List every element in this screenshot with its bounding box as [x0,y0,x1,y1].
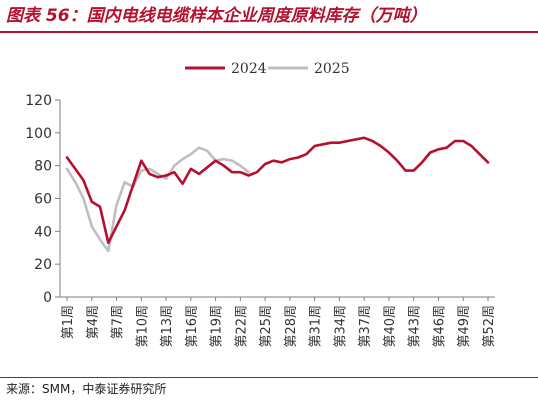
x-tick-label: 第52周 [482,305,497,348]
x-tick-label: 第1周 [61,305,76,339]
x-tick-label: 第13周 [160,305,175,348]
y-tick-label: 120 [25,93,52,109]
source-divider [0,377,538,378]
x-tick-label: 第28周 [284,305,299,348]
x-tick-label: 第34周 [333,305,348,348]
y-tick-label: 20 [34,257,52,273]
legend-label-2025: 2025 [314,61,350,77]
x-tick-label: 第22周 [234,305,249,348]
x-tick-label: 第40周 [383,305,398,348]
x-tick-label: 第49周 [457,305,472,348]
line-chart: 0 20 40 60 80 100 120 第1周 第4周 第7周 第10周 第13周 第16周 第19周… [25,61,497,348]
y-tick-label: 40 [34,224,52,240]
x-tick-label: 第4周 [86,305,101,339]
y-tick-label: 80 [34,159,52,175]
x-tick-label: 第46周 [432,305,447,348]
x-tick-label: 第19周 [210,305,225,348]
chart-title: 图表 56：国内电线电缆样本企业周度原料库存（万吨） [6,6,427,26]
legend-label-2024: 2024 [231,61,267,77]
series-line-2025 [65,146,250,253]
x-tick-label: 第37周 [358,305,373,348]
x-tick-label: 第25周 [259,305,274,348]
x-tick-label: 第16周 [185,305,200,348]
y-tick-label: 100 [25,126,52,142]
y-tick-label: 0 [43,290,52,306]
title-divider [0,31,538,33]
x-tick-label: 第31周 [309,305,324,348]
x-tick-label: 第7周 [111,305,126,339]
series-line-2024 [65,136,490,245]
x-tick-label: 第43周 [408,305,423,348]
x-tick-label: 第10周 [135,305,150,348]
source-note: 来源：SMM，中泰证券研究所 [6,382,167,396]
y-tick-label: 60 [34,192,52,208]
